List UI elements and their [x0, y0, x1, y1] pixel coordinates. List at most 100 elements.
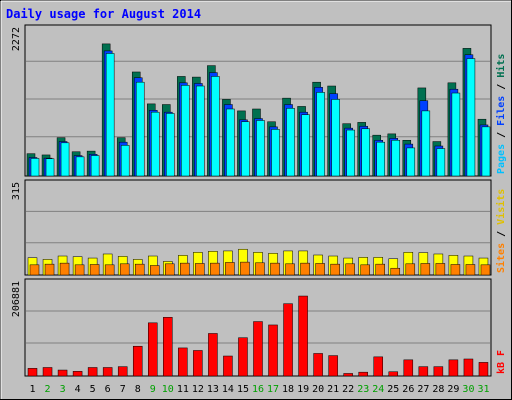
panel-1: 2272 [11, 24, 492, 177]
x-tick-label: 15 [237, 384, 249, 395]
sites-bar [240, 261, 250, 276]
legend-part: Hits [495, 54, 507, 78]
sites-bar [104, 264, 115, 276]
legend-part: / [496, 78, 507, 96]
kbytes-bar [102, 367, 113, 377]
sites-bar [405, 263, 416, 276]
kbytes-bar [358, 371, 368, 377]
kbytes-bar [298, 295, 308, 377]
right-axis-legend-3: kB F [496, 350, 507, 374]
right-axis-labels: Pages / Files / Hits Sites / Visits kB F [495, 54, 507, 374]
pages-bar [391, 140, 401, 177]
x-tick-label: 26 [402, 384, 414, 395]
x-tick-label: 18 [282, 384, 294, 395]
pages-bar [436, 148, 446, 177]
legend-part: / [496, 126, 507, 144]
kbytes-bar [328, 355, 338, 377]
x-tick-label: 9 [150, 384, 156, 395]
pages-bar [346, 129, 355, 177]
legend-part: Visits [495, 189, 507, 225]
kbytes-bar [343, 373, 353, 377]
pages-bar [376, 141, 385, 177]
sites-bar [375, 263, 385, 276]
kbytes-bar [418, 366, 429, 377]
sites-bar [255, 262, 265, 276]
pages-bar [451, 92, 461, 177]
sites-bar [450, 264, 461, 276]
x-tick-label: 8 [135, 384, 141, 395]
pages-bar [60, 142, 70, 177]
y-axis-max-label: 315 [11, 182, 22, 200]
sites-bar [134, 263, 145, 276]
pages-bar [181, 85, 190, 177]
sites-bar [44, 263, 55, 276]
x-tick-label: 21 [327, 384, 339, 395]
pages-bar [256, 120, 265, 177]
x-tick-label: 16 [252, 384, 264, 395]
pages-bar [90, 155, 100, 177]
kbytes-bar [478, 362, 489, 377]
sites-bar [360, 264, 370, 276]
kbytes-bar [132, 345, 143, 377]
pages-bar [466, 58, 476, 177]
legend-part: Files [495, 96, 507, 126]
sites-bar [465, 264, 476, 276]
kbytes-bar [238, 337, 248, 377]
x-tick-label: 24 [372, 384, 384, 395]
x-tick-label: 1 [30, 384, 36, 395]
right-axis-legend-1: Pages / Files / Hits [495, 54, 507, 174]
y-axis-max-label: 206881 [11, 281, 22, 317]
x-tick-label: 25 [387, 384, 399, 395]
x-tick-label: 11 [177, 384, 189, 395]
pages-bar [151, 111, 160, 177]
panel-2-gridlines [26, 210, 490, 244]
x-tick-label: 3 [60, 384, 66, 395]
kbytes-bar [463, 358, 474, 377]
x-tick-label: 6 [105, 384, 111, 395]
pages-bar [196, 85, 205, 177]
x-tick-label: 30 [462, 384, 474, 395]
sites-bar [210, 262, 220, 276]
sites-bar [435, 263, 446, 276]
kbytes-bar [163, 317, 173, 377]
pages-bar [105, 53, 115, 177]
x-tick-label: 4 [75, 384, 81, 395]
kbytes-bar [223, 355, 233, 377]
sites-bar [345, 263, 355, 276]
pages-bar [361, 128, 370, 177]
kbytes-bar [117, 366, 128, 377]
sites-bar [270, 262, 280, 276]
x-tick-label: 27 [417, 384, 429, 395]
pages-bar [331, 99, 340, 177]
kbytes-bar [268, 324, 278, 377]
sites-bar [195, 263, 205, 276]
x-tick-label: 14 [222, 384, 234, 395]
sites-bar [420, 263, 431, 276]
chart-panels: 2272 315 206881 [11, 24, 492, 377]
pages-bar [286, 108, 295, 177]
x-tick-label: 19 [297, 384, 309, 395]
pages-bar [406, 147, 416, 177]
pages-bar [481, 126, 491, 177]
kbytes-bar [57, 369, 68, 377]
sites-bar [390, 267, 401, 276]
sites-bar [285, 263, 295, 276]
pages-bar [316, 92, 325, 177]
x-axis-labels: 1 2 3 4 5 6 7 8 9 10 11 12 13 14 15 16 17 18 19 20 21 22 23 24 2… [30, 384, 490, 395]
sites-bar [180, 262, 190, 276]
x-tick-label: 10 [162, 384, 174, 395]
x-tick-label: 22 [342, 384, 354, 395]
x-tick-label: 7 [120, 384, 126, 395]
legend-part: / [496, 225, 507, 243]
kbytes-bar [433, 366, 444, 377]
sites-bar [300, 262, 310, 276]
kbytes-bar [72, 371, 83, 377]
pages-bar [421, 110, 431, 177]
sites-bar [225, 262, 235, 276]
kbytes-bar [403, 359, 414, 377]
kbytes-bar [42, 367, 53, 377]
pages-bar [45, 158, 55, 177]
sites-bar [74, 264, 85, 276]
